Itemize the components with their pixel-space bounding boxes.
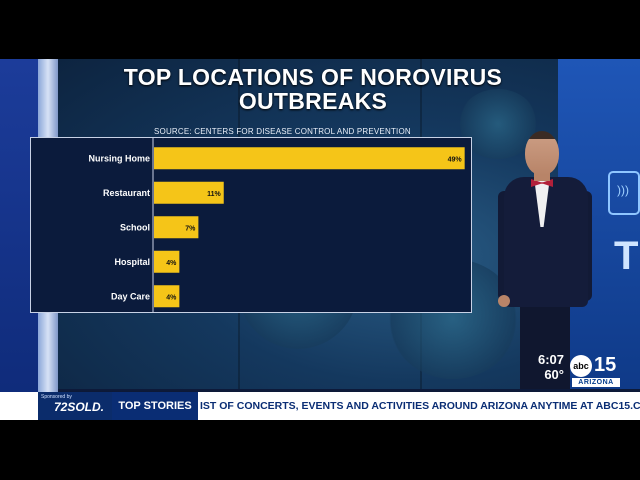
bow-tie bbox=[531, 179, 553, 187]
category-label: School bbox=[120, 222, 150, 232]
sponsor-label: Sponsored by bbox=[41, 394, 72, 400]
presenter-neck bbox=[534, 171, 550, 181]
clock-time: 6:07 bbox=[537, 352, 564, 367]
channel-number: 15 bbox=[594, 354, 617, 376]
category-label: Hospital bbox=[114, 257, 150, 267]
category-label: Day Care bbox=[111, 291, 150, 301]
sponsor-brand: 72SOLD. bbox=[54, 400, 105, 414]
abc-logo-icon: abc bbox=[570, 355, 592, 377]
bar-chart: Nursing Home 49% Restaurant 11% School 7% Hosp… bbox=[30, 137, 472, 313]
broadcast-frame: ))) T TOP LOCATIONS OF NOROVIRUS OUTBREA… bbox=[0, 59, 640, 420]
phone-frame: ))) bbox=[608, 171, 640, 215]
category-label: Nursing Home bbox=[88, 153, 150, 163]
value-label: 4% bbox=[166, 294, 177, 301]
value-label: 7% bbox=[185, 225, 196, 232]
bar bbox=[154, 147, 465, 170]
wifi-icon: ))) bbox=[617, 183, 629, 197]
bar-chart-svg: Nursing Home 49% Restaurant 11% School 7% Hosp… bbox=[30, 137, 472, 313]
station-region: ARIZONA bbox=[572, 378, 620, 387]
station-logo: abc 15 ARIZONA bbox=[570, 354, 622, 387]
bar bbox=[154, 181, 224, 204]
value-label: 11% bbox=[207, 191, 221, 198]
category-label: Restaurant bbox=[103, 188, 150, 198]
value-label: 49% bbox=[448, 156, 463, 163]
ticker-sponsor: Sponsored by 72SOLD. bbox=[38, 392, 112, 420]
graphic-title: TOP LOCATIONS OF NOROVIRUS OUTBREAKS bbox=[123, 64, 503, 114]
graphic-source: SOURCE: CENTERS FOR DISEASE CONTROL AND … bbox=[154, 127, 411, 136]
presenter-hand bbox=[498, 295, 510, 307]
weather-bug: 6:07 60° bbox=[520, 352, 564, 382]
presenter-head bbox=[525, 131, 559, 175]
ticker-crawl-text: IST OF CONCERTS, EVENTS AND ACTIVITIES A… bbox=[200, 400, 640, 412]
temperature: 60° bbox=[544, 367, 564, 382]
side-screen-letter: T bbox=[614, 234, 639, 278]
value-label: 4% bbox=[166, 260, 177, 267]
ticker-section-label: TOP STORIES bbox=[112, 392, 198, 420]
bar bbox=[154, 250, 180, 273]
bar bbox=[154, 216, 199, 239]
bar bbox=[154, 285, 180, 308]
